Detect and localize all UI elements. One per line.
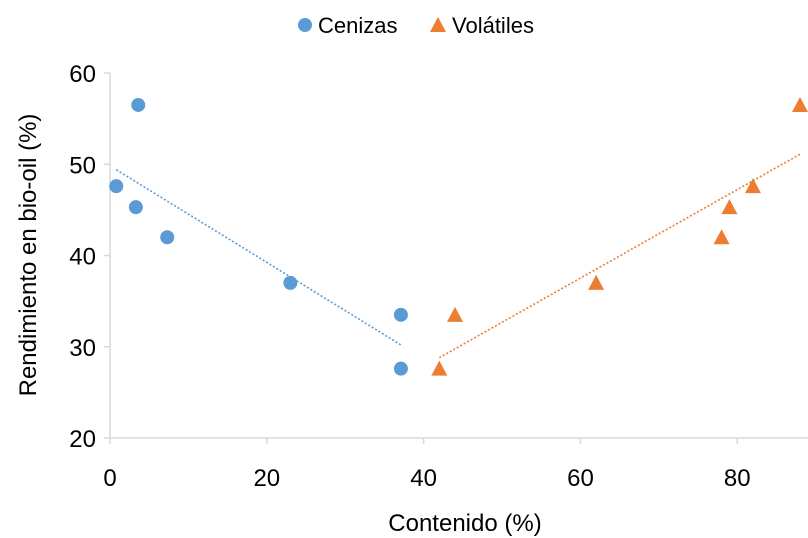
legend-label-volatiles: Volátiles: [452, 13, 534, 38]
y-tick-label: 20: [69, 426, 96, 453]
legend-label-cenizas: Cenizas: [318, 13, 397, 38]
data-point-cenizas: [393, 361, 408, 376]
legend-marker-cenizas: [298, 18, 312, 32]
x-tick-label: 0: [103, 465, 116, 492]
data-point-cenizas: [109, 179, 124, 194]
data-point-cenizas: [128, 200, 143, 215]
x-axis-title: Contenido (%): [388, 510, 541, 537]
trendline-volatiles: [438, 153, 801, 359]
data-point-volatiles: [713, 229, 730, 245]
y-tick-label: 30: [69, 335, 96, 362]
x-tick-label: 40: [410, 465, 437, 492]
x-tick-label: 20: [253, 465, 280, 492]
data-point-cenizas: [283, 275, 298, 290]
data-point-cenizas: [393, 307, 408, 322]
y-tick-label: 40: [69, 244, 96, 271]
data-point-volatiles: [792, 96, 808, 112]
data-point-volatiles: [588, 274, 605, 290]
axes: [104, 72, 808, 444]
data-point-volatiles: [744, 178, 761, 194]
trendlines: [115, 153, 801, 359]
data-points: [109, 96, 808, 376]
tick-labels: 20 30 40 50 60 0 20 40 60 80: [69, 61, 750, 492]
legend-marker-volatiles: [430, 17, 446, 32]
data-point-volatiles: [431, 360, 448, 376]
trendline-cenizas: [115, 169, 402, 346]
y-tick-label: 50: [69, 152, 96, 179]
data-point-cenizas: [131, 97, 146, 112]
data-point-volatiles: [447, 306, 463, 322]
legend: Cenizas Volátiles: [298, 13, 534, 38]
y-tick-label: 60: [69, 61, 96, 88]
y-axis-title: Rendimiento en bio-oil (%): [15, 114, 42, 397]
x-tick-label: 60: [567, 465, 594, 492]
x-tick-label: 80: [724, 465, 751, 492]
data-point-volatiles: [721, 199, 738, 215]
data-point-cenizas: [160, 230, 175, 245]
